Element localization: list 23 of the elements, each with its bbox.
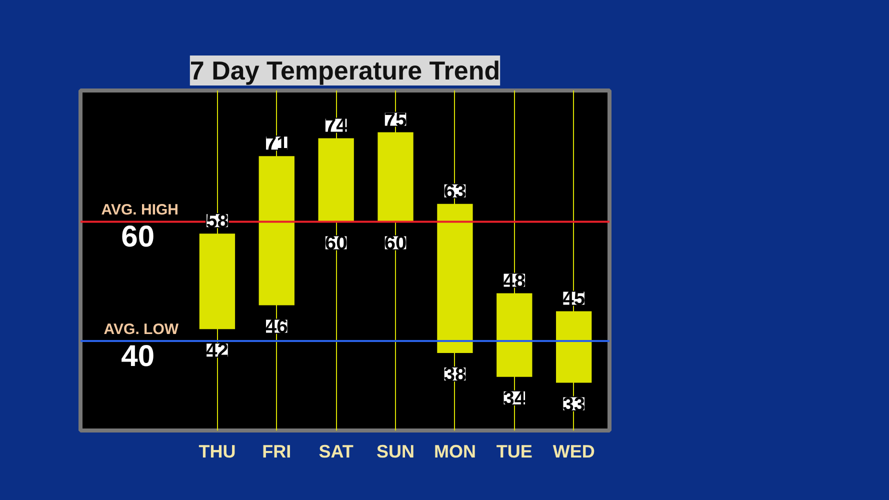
annotation: 75 xyxy=(384,109,407,132)
annotation: 63 xyxy=(444,180,466,203)
ref-line-label: AVG. HIGH 60 xyxy=(101,202,179,254)
x-tick-label: THU xyxy=(198,442,236,462)
x-tick-label: WED xyxy=(552,442,595,462)
bar xyxy=(318,138,354,222)
x-tick-label: TUE xyxy=(496,442,532,462)
bar xyxy=(496,293,532,377)
bar xyxy=(437,204,473,353)
x-tick-label: SUN xyxy=(376,442,415,462)
chart-title: 7 Day Temperature Trend xyxy=(190,56,500,86)
ref-line-label: AVG. LOW 40 xyxy=(104,321,180,374)
annotation: 60 xyxy=(384,232,407,255)
annotation: 60 xyxy=(324,232,348,255)
x-tick-label: SAT xyxy=(318,442,354,462)
x-tick-label: MON xyxy=(434,442,476,462)
x-tick-label: FRI xyxy=(262,442,292,462)
bar xyxy=(258,156,294,306)
annotation: 33 xyxy=(562,394,585,416)
bar xyxy=(378,132,414,222)
annotation: 42 xyxy=(206,340,228,362)
annotation: 45 xyxy=(562,288,585,310)
annotation: 46 xyxy=(266,316,288,338)
